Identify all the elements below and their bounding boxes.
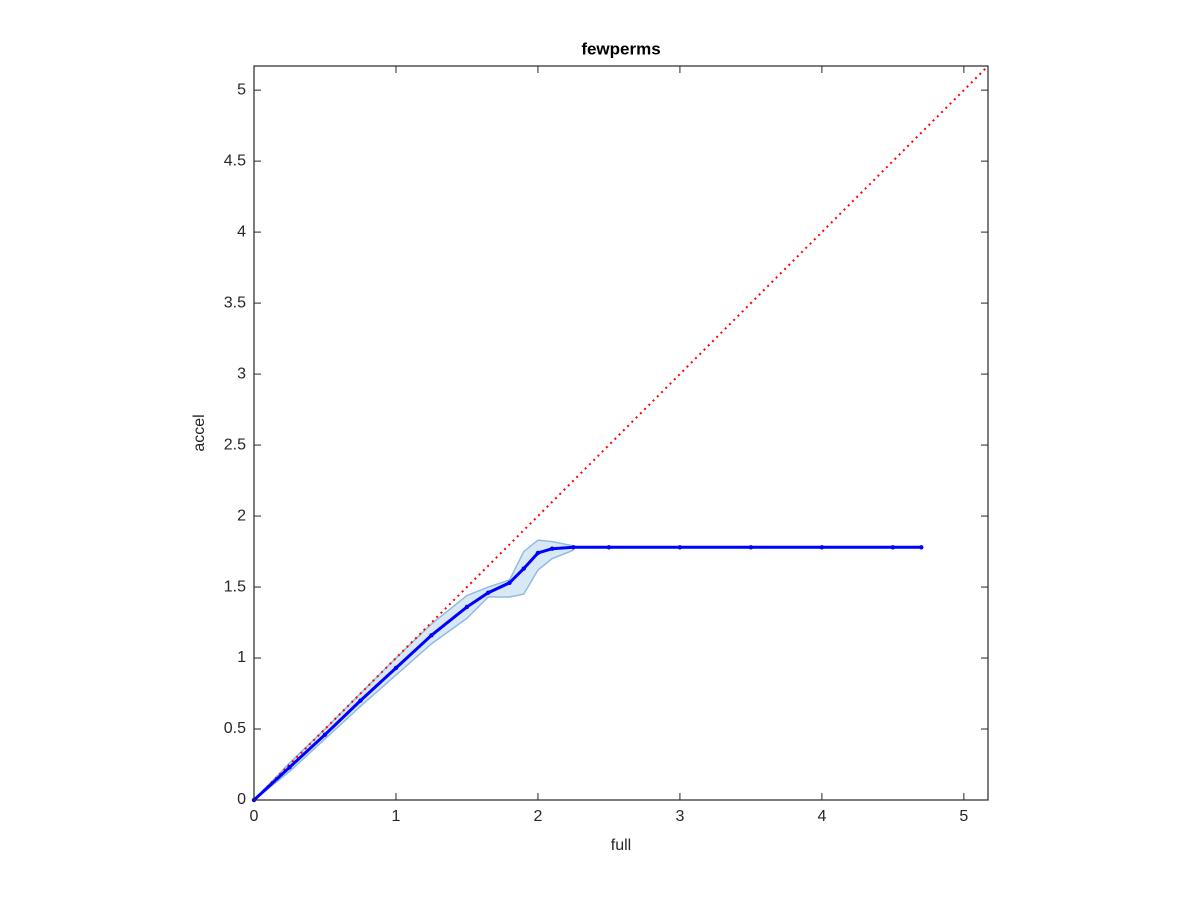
x-tick-label: 1 [392, 808, 401, 825]
y-tick-label: 1 [237, 649, 246, 666]
point [287, 765, 292, 770]
point [393, 665, 399, 671]
point [464, 604, 470, 610]
point [606, 545, 612, 550]
reference-line [253, 65, 989, 801]
band-edge [253, 549, 574, 801]
x-axis-label: full [611, 837, 631, 854]
x-tick-label: 2 [533, 808, 542, 825]
point [486, 590, 491, 595]
point [322, 732, 328, 737]
point [890, 545, 896, 550]
chart-title: fewperms [581, 39, 660, 58]
y-tick-label: 2.5 [224, 436, 246, 453]
y-tick-label: 0.5 [224, 720, 246, 737]
y-tick-label: 4 [237, 223, 246, 240]
point [507, 580, 512, 585]
x-tick-label: 4 [817, 808, 826, 825]
y-tick-label: 2 [237, 507, 246, 524]
axes-box [253, 65, 989, 801]
y-tick-label: 4.5 [224, 152, 246, 169]
y-tick-label: 3 [237, 365, 246, 382]
point [429, 633, 434, 638]
point [919, 545, 924, 550]
point [549, 546, 555, 551]
x-tick-label: 5 [959, 808, 968, 825]
point [521, 566, 526, 571]
y-tick-label: 0 [237, 791, 246, 808]
point [677, 545, 683, 550]
point [358, 698, 363, 703]
point [748, 545, 754, 550]
point [571, 545, 576, 550]
band-edge [253, 539, 574, 801]
y-tick-label: 3.5 [224, 294, 246, 311]
y-tick-label: 1.5 [224, 578, 246, 595]
y-tick-label: 5 [237, 81, 246, 98]
x-tick-label: 3 [675, 808, 684, 825]
y-axis-label: accel [191, 414, 208, 451]
point [819, 545, 825, 550]
series-line [252, 545, 922, 802]
x-tick-label: 0 [250, 808, 259, 825]
point [535, 550, 541, 556]
